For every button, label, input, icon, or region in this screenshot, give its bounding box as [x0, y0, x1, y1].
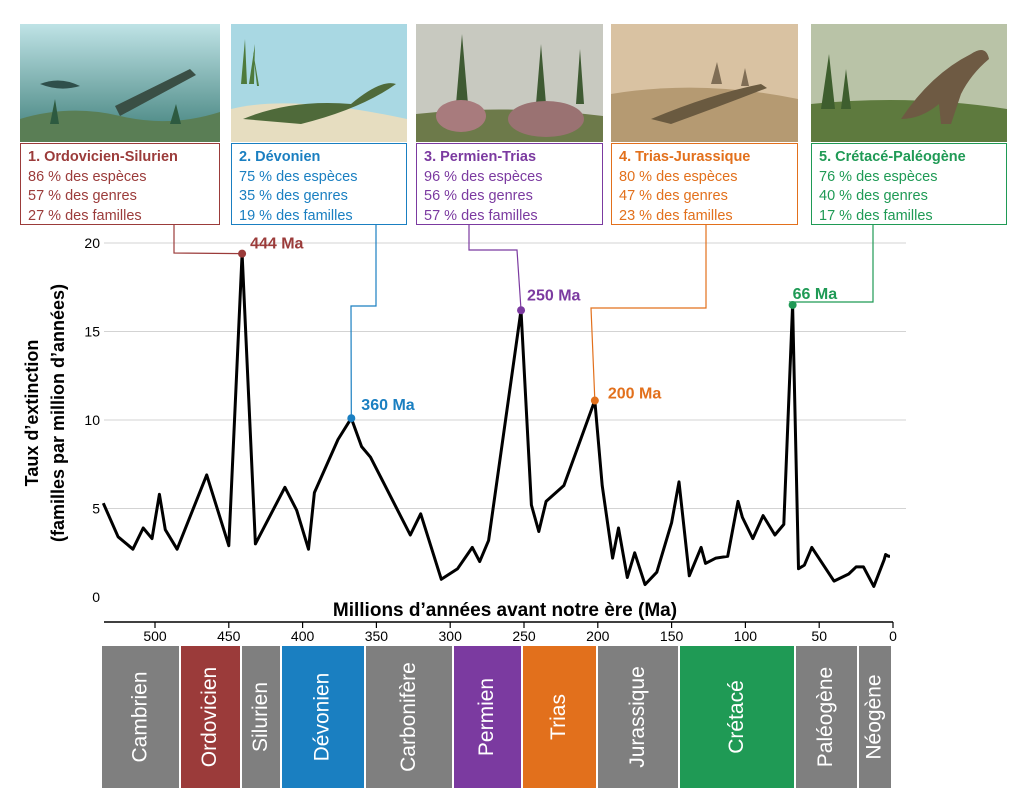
peak-marker-tri	[590, 396, 599, 405]
permian-scene-image	[416, 24, 603, 142]
period-label: Crétacé	[725, 680, 748, 754]
period-label: Permien	[475, 677, 499, 757]
x-tick-label: 50	[811, 628, 827, 644]
period-carbonifère: Carbonifère	[365, 646, 452, 788]
peak-markers: 444 Ma 360 Ma 250 Ma 200 Ma 66 Ma	[238, 236, 837, 423]
x-axis-label: Millions d’années avant notre ère (Ma)	[333, 600, 677, 621]
period-crétacé: Crétacé	[679, 646, 795, 788]
peak-label-tri: 200 Ma	[608, 386, 661, 403]
event-title: 1. Ordovicien-Silurien	[28, 149, 178, 165]
peak-marker-dev	[347, 414, 356, 423]
y-tick-label: 5	[92, 501, 100, 517]
connector-tri	[590, 225, 707, 401]
event-species-loss: 86 % des espèces	[28, 168, 147, 185]
connector-ord	[173, 225, 243, 255]
event-genera-loss: 40 % des genres	[819, 188, 928, 204]
x-tick-labels: 500 450 400 350 300 250 200 150 100 50 0	[143, 622, 897, 644]
period-néogène: Néogène	[859, 646, 891, 788]
event-families-loss: 19 % des familles	[239, 207, 353, 224]
period-label: Néogène	[863, 674, 887, 760]
y-tick-label: 0	[92, 589, 100, 605]
ordovician-scene-image	[20, 24, 220, 142]
peak-marker-per	[517, 306, 526, 315]
period-label: Carbonifère	[396, 662, 420, 772]
period-label: Ordovicien	[198, 666, 222, 768]
y-tick-label: 20	[84, 235, 100, 251]
period-silurien: Silurien	[242, 646, 280, 788]
event-title: 3. Permien-Trias	[424, 149, 537, 165]
connector-per	[468, 225, 522, 311]
peak-label-cre: 66 Ma	[793, 286, 838, 303]
x-tick-label: 350	[365, 628, 389, 644]
event-title: 2. Dévonien	[239, 149, 321, 165]
x-tick-label: 300	[439, 628, 463, 644]
connector-dev	[350, 225, 377, 419]
period-label: Trias	[547, 694, 571, 740]
event-species-loss: 80 % des espèces	[619, 168, 738, 185]
peak-label-dev: 360 Ma	[361, 397, 414, 414]
event-families-loss: 57 % des familles	[424, 207, 538, 224]
y-axis-label-line1: Taux d’extinction	[22, 340, 42, 487]
x-tick-label: 100	[734, 628, 758, 644]
x-tick-label: 500	[143, 628, 167, 644]
period-dévonien: Dévonien	[281, 646, 364, 788]
period-permien: Permien	[453, 646, 521, 788]
event-species-loss: 76 % des espèces	[819, 168, 938, 185]
extinction-rate-line	[101, 252, 891, 588]
peak-label-per: 250 Ma	[527, 287, 580, 304]
y-tick-labels: 0 5 10 15 20	[84, 235, 100, 605]
x-tick-label: 200	[586, 628, 610, 644]
event-box-permian-triassic: 3. Permien-Trias 96 % des espèces 56 % d…	[416, 143, 603, 225]
period-label: Jurassique	[625, 666, 649, 768]
period-jurassique: Jurassique	[597, 646, 678, 788]
event-box-devonian: 2. Dévonien 75 % des espèces 35 % des ge…	[231, 143, 407, 225]
x-tick-label: 400	[291, 628, 315, 644]
event-box-triassic-jurassic: 4. Trias-Jurassique 80 % des espèces 47 …	[611, 143, 798, 225]
event-genera-loss: 56 % des genres	[424, 188, 533, 204]
event-genera-loss: 57 % des genres	[28, 188, 137, 204]
event-families-loss: 17 % des familles	[819, 207, 933, 224]
event-box-cretaceous-paleogene: 5. Crétacé-Paléogène 76 % des espèces 40…	[811, 143, 1007, 225]
y-tick-label: 15	[84, 324, 100, 340]
period-label: Dévonien	[310, 672, 334, 762]
period-label: Silurien	[249, 681, 273, 753]
cretaceous-scene-image	[811, 24, 1007, 142]
peak-label-ord: 444 Ma	[250, 236, 303, 253]
event-title: 5. Crétacé-Paléogène	[819, 149, 966, 165]
y-tick-label: 10	[84, 412, 100, 428]
period-ordovicien: Ordovicien	[180, 646, 241, 788]
triassic-scene-image	[611, 24, 798, 142]
event-title: 4. Trias-Jurassique	[619, 149, 751, 165]
event-species-loss: 96 % des espèces	[424, 168, 543, 185]
period-label: Paléogène	[814, 666, 838, 768]
x-tick-label: 450	[217, 628, 241, 644]
event-genera-loss: 47 % des genres	[619, 188, 728, 204]
peak-marker-ord	[238, 249, 247, 258]
x-tick-label: 150	[660, 628, 684, 644]
peak-connectors	[173, 225, 874, 419]
event-families-loss: 23 % des familles	[619, 207, 733, 224]
x-tick-label: 0	[889, 628, 897, 644]
y-axis-label-line2: (familles par million d’années)	[48, 284, 68, 542]
event-box-ordovician-silurian: 1. Ordovicien-Silurien 86 % des espèces …	[20, 143, 220, 225]
period-paléogène: Paléogène	[796, 646, 858, 788]
devonian-scene-image	[231, 24, 407, 142]
event-species-loss: 75 % des espèces	[239, 168, 358, 185]
event-families-loss: 27 % des familles	[28, 207, 142, 224]
event-genera-loss: 35 % des genres	[239, 188, 348, 204]
x-tick-label: 250	[512, 628, 536, 644]
period-label: Cambrien	[128, 671, 152, 763]
period-cambrien: Cambrien	[102, 646, 179, 788]
period-trias: Trias	[522, 646, 596, 788]
peak-marker-cre	[788, 300, 797, 309]
